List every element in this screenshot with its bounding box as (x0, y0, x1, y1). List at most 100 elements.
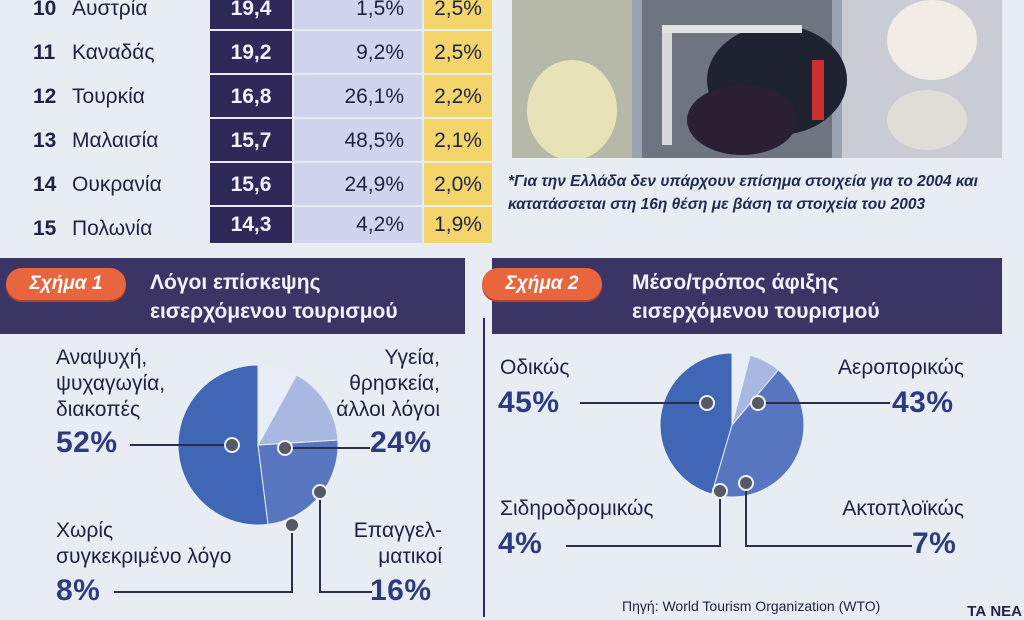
share-cell: 2,5% (424, 0, 492, 30)
table-row: 15 Πολωνία 14,3 4,2% 1,9% (0, 207, 500, 243)
slice-label: Επαγγελ- ματικοί (340, 518, 442, 570)
pie-1-leader-line (114, 525, 293, 593)
share-cell: 1,9% (424, 207, 492, 243)
share-cell: 2,1% (424, 119, 492, 162)
pie-1-leader-dot (224, 437, 240, 453)
slice-label-line: ψυχαγωγία, (56, 372, 166, 395)
rank: 12 (33, 85, 57, 108)
pie-1-leader-dot (312, 484, 328, 500)
slice-value-label: 24% (370, 426, 432, 459)
country-name: Μαλαισία (72, 129, 159, 152)
source-note: Πηγή: World Tourism Organization (WTO) (622, 598, 881, 614)
slice-value-label: 43% (892, 386, 954, 419)
slice-label-line: Επαγγελ- (353, 519, 442, 542)
table-row: 14 Ουκρανία 15,6 24,9% 2,0% (0, 163, 500, 206)
chart-2-badge: Σχήμα 2 (482, 268, 602, 300)
country-name: Πολωνία (72, 217, 153, 240)
arrivals-cell: 15,6 (210, 163, 292, 206)
change-cell: 24,9% (294, 163, 422, 206)
chart-2-title-line2: εισερχόμενου τουρισμού (632, 300, 880, 323)
chart-2-title-line1: Μέσο/τρόπος άφιξης (632, 271, 839, 294)
pie-1-leader-line (319, 492, 372, 593)
chart-1-title-line2: εισερχόμενου τουρισμού (150, 300, 398, 323)
slice-label: Αναψυχή, ψυχαγωγία, διακοπές (56, 345, 165, 423)
row-divider (210, 29, 492, 31)
rank: 14 (33, 173, 57, 196)
rank: 10 (33, 0, 57, 20)
pie-2-leader-line (566, 491, 721, 547)
change-cell: 1,5% (294, 0, 422, 30)
ranking-table: 10 Αυστρία 19,4 1,5% 2,5% 11 Καναδάς 19,… (0, 0, 500, 245)
pie-2-slice (659, 352, 733, 495)
arrivals-cell: 19,4 (210, 0, 292, 30)
slice-label: Αεροπορικώς (838, 356, 964, 379)
country-name: Ουκρανία (72, 173, 162, 196)
slice-label-line: ματικοί (378, 545, 442, 568)
pie-1-slice (257, 374, 339, 446)
corner-text: ΤΑ ΝΕΑ (967, 603, 1022, 620)
pie-2-leader-dot (738, 475, 754, 491)
table-row: 11 Καναδάς 19,2 9,2% 2,5% (0, 31, 500, 74)
slice-value-label: 7% (912, 527, 957, 560)
pie-2-leader-dot (699, 395, 715, 411)
chart-1-badge: Σχήμα 1 (6, 268, 126, 300)
slice-label: Σιδηροδρομικώς (500, 497, 654, 520)
pie-1-slice (257, 439, 339, 525)
share-cell: 2,5% (424, 31, 492, 74)
panel-divider (483, 318, 485, 617)
slice-value-label: 45% (498, 386, 560, 419)
row-divider (210, 205, 492, 207)
slice-label-line: Αναψυχή, (56, 346, 148, 369)
pie-2-slice (711, 369, 805, 498)
photo-caption: *Για την Ελλάδα δεν υπάρχουν επίσημα στο… (508, 173, 978, 213)
photo-illustration (512, 0, 1002, 158)
slice-label-line: θρησκεία, (349, 372, 440, 395)
slice-label-line: συγκεκριμένο λόγο (56, 545, 232, 568)
chart-2-title: Μέσο/τρόπος άφιξης εισερχόμενου τουρισμο… (632, 268, 880, 326)
chart-1-title: Λόγοι επίσκεψης εισερχόμενου τουρισμού (150, 268, 398, 326)
arrivals-cell: 14,3 (210, 207, 292, 243)
table-row: 10 Αυστρία 19,4 1,5% 2,5% (0, 0, 500, 30)
airport-photo (512, 0, 1002, 158)
pie-2-slice (731, 352, 751, 426)
slice-label-line: Υγεία, (384, 346, 440, 369)
row-divider (210, 117, 492, 119)
pie-2-leader-dot (712, 483, 728, 499)
slice-label: Ακτοπλοϊκώς (842, 497, 964, 520)
pie-1-leader-dot (277, 440, 293, 456)
arrivals-cell: 19,2 (210, 31, 292, 74)
country-name: Καναδάς (72, 41, 155, 64)
share-cell: 2,2% (424, 75, 492, 118)
chart-1-title-line1: Λόγοι επίσκεψης (150, 271, 321, 294)
slice-label-line: διακοπές (56, 398, 141, 421)
slice-value-label: 4% (498, 527, 543, 560)
slice-label: Υγεία, θρησκεία, άλλοι λόγοι (300, 345, 440, 423)
slice-value-label: 8% (56, 574, 101, 607)
country-name: Αυστρία (72, 0, 148, 20)
slice-label-line: άλλοι λόγοι (336, 398, 440, 421)
table-row: 12 Τουρκία 16,8 26,1% 2,2% (0, 75, 500, 118)
slice-value-label: 16% (370, 574, 432, 607)
row-divider (210, 73, 492, 75)
pie-1-slice (257, 364, 298, 446)
slice-label-line: Χωρίς (56, 519, 114, 542)
slice-label: Χωρίς συγκεκριμένο λόγο (56, 518, 231, 570)
change-cell: 9,2% (294, 31, 422, 74)
country-name: Τουρκία (72, 85, 145, 108)
share-cell: 2,0% (424, 163, 492, 206)
pie-2-leader-line (745, 483, 912, 547)
rank: 11 (33, 41, 56, 64)
arrivals-cell: 15,7 (210, 119, 292, 162)
slice-label: Οδικώς (500, 356, 570, 379)
change-cell: 48,5% (294, 119, 422, 162)
change-cell: 4,2% (294, 207, 422, 243)
change-cell: 26,1% (294, 75, 422, 118)
rank: 15 (33, 217, 57, 240)
pie-2-leader-dot (750, 395, 766, 411)
slice-value-label: 52% (56, 426, 118, 459)
pie-1-leader-dot (284, 517, 300, 533)
row-divider (210, 161, 492, 163)
rank: 13 (33, 129, 57, 152)
table-row: 13 Μαλαισία 15,7 48,5% 2,1% (0, 119, 500, 162)
